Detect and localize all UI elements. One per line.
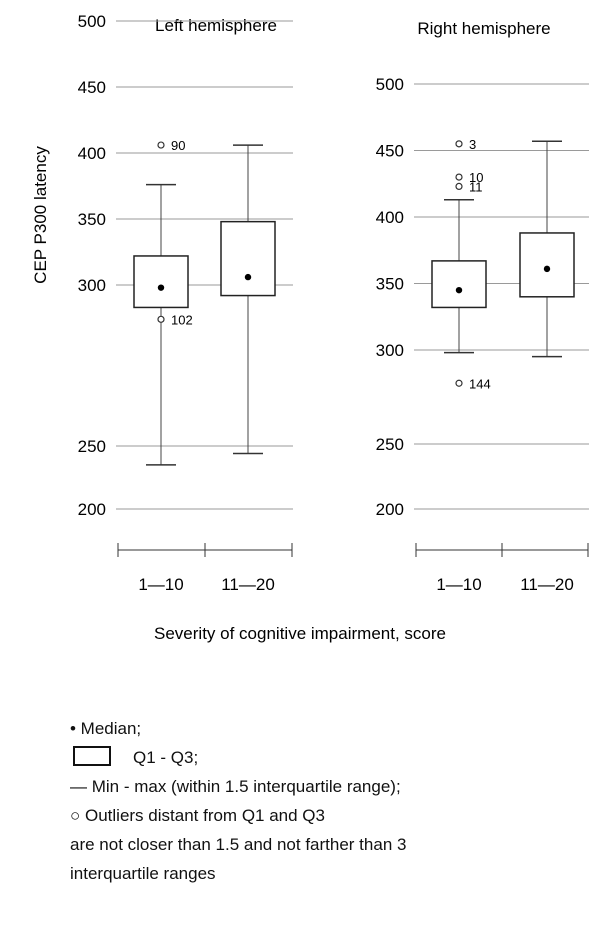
outlier-label: 144 bbox=[469, 376, 491, 391]
iqr-box bbox=[519, 232, 575, 298]
panel-right-hemisphere: Right hemisphere 500 450 400 350 300 250 200 1—1… bbox=[376, 19, 589, 594]
y-tick-label: 200 bbox=[376, 500, 404, 519]
outlier-point bbox=[455, 140, 463, 148]
box-plot-chart: CEP P300 latency Severity of cognitive im… bbox=[31, 12, 589, 643]
legend-outlier-line-1: ○ Outliers distant from Q1 and Q3 bbox=[70, 806, 325, 825]
y-tick-label: 350 bbox=[376, 275, 404, 294]
median-dot bbox=[157, 284, 165, 291]
legend-whisker: — Min - max (within 1.5 interquartile ra… bbox=[70, 777, 401, 796]
x-tick-label: 11—20 bbox=[520, 575, 574, 594]
y-tick-label: 300 bbox=[376, 341, 404, 360]
outlier-point bbox=[157, 315, 165, 323]
iqr-box bbox=[133, 255, 189, 309]
y-tick-label: 250 bbox=[376, 435, 404, 454]
outlier-label: 90 bbox=[171, 138, 185, 153]
panel-title: Left hemisphere bbox=[155, 16, 277, 35]
y-axis-label: CEP P300 latency bbox=[31, 146, 50, 284]
y-tick-label: 350 bbox=[78, 210, 106, 229]
y-tick-label: 500 bbox=[78, 12, 106, 31]
median-dot bbox=[244, 273, 252, 281]
y-tick-label: 200 bbox=[78, 500, 106, 519]
legend-median: • Median; bbox=[70, 719, 142, 738]
legend-box-label: Q1 - Q3; bbox=[133, 748, 199, 767]
outlier-point bbox=[455, 182, 463, 191]
outlier-label: 11 bbox=[469, 179, 483, 194]
panel-title: Right hemisphere bbox=[417, 19, 550, 38]
legend-box-swatch bbox=[73, 746, 111, 766]
x-tick-label: 11—20 bbox=[221, 575, 275, 594]
x-tick-label: 1—10 bbox=[138, 575, 183, 594]
legend-box-row: Q1 - Q3; bbox=[70, 743, 580, 772]
y-tick-label: 450 bbox=[376, 142, 404, 161]
outlier-point bbox=[157, 141, 165, 149]
y-tick-label: 400 bbox=[78, 144, 106, 163]
outlier-label: 10 bbox=[469, 170, 483, 185]
y-tick-label: 500 bbox=[376, 75, 404, 94]
outlier-label: 102 bbox=[171, 312, 193, 327]
median-dot bbox=[543, 265, 551, 273]
outlier-point bbox=[455, 173, 463, 181]
y-tick-label: 300 bbox=[78, 276, 106, 295]
y-tick-label: 250 bbox=[78, 437, 106, 456]
y-tick-label: 400 bbox=[376, 208, 404, 227]
y-tick-label: 450 bbox=[78, 78, 106, 97]
legend-outlier-line-3: interquartile ranges bbox=[70, 864, 216, 883]
panel-left-hemisphere: Left hemisphere 500 450 400 350 300 250 200 1—10… bbox=[78, 12, 293, 594]
median-dot bbox=[455, 286, 463, 294]
legend-outlier-line-2: are not closer than 1.5 and not farther … bbox=[70, 835, 407, 854]
iqr-box bbox=[220, 220, 276, 297]
x-tick-label: 1—10 bbox=[436, 575, 481, 594]
legend: • Median; Q1 - Q3; — Min - max (within 1… bbox=[70, 714, 580, 888]
iqr-box bbox=[431, 260, 487, 309]
outlier-label: 3 bbox=[469, 137, 476, 152]
x-axis-label: Severity of cognitive impairment, score bbox=[154, 624, 446, 643]
outlier-point bbox=[455, 379, 463, 387]
